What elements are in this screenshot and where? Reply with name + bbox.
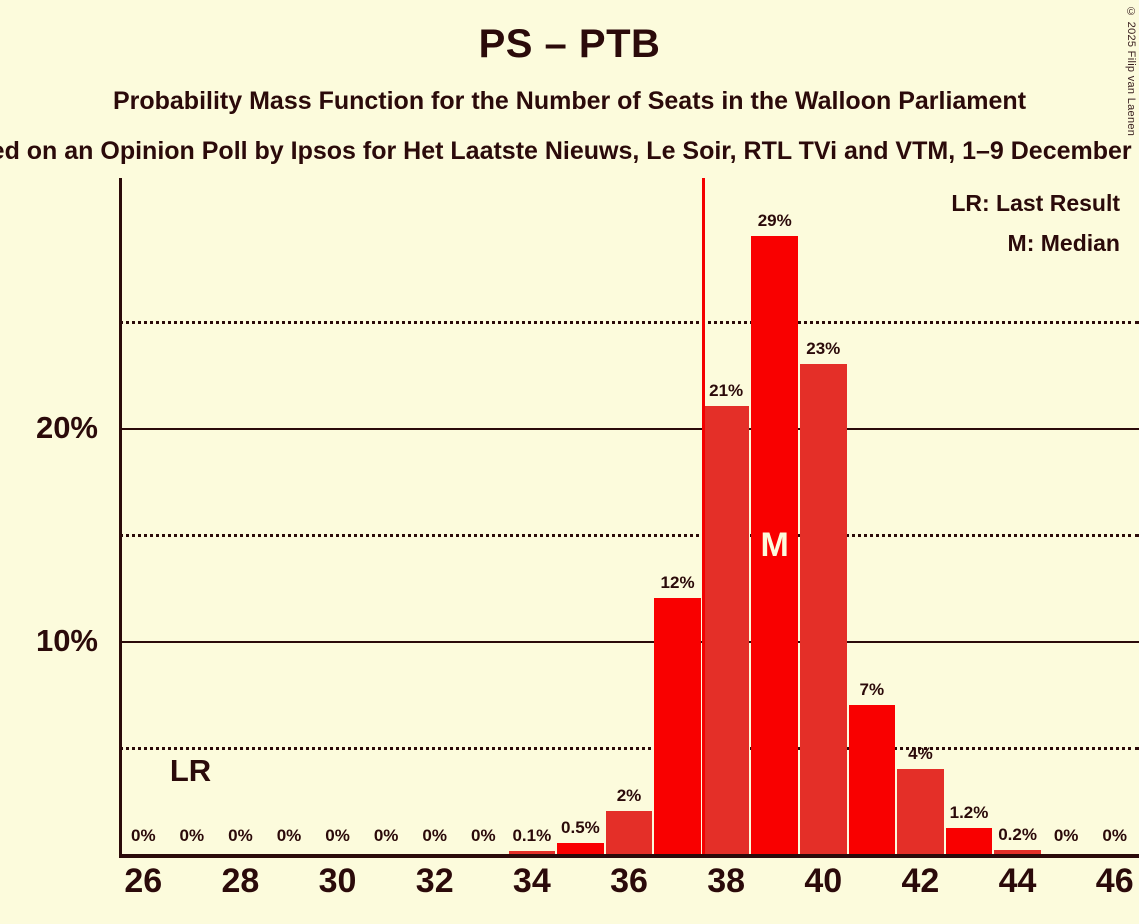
x-tick-label: 32 [415,862,454,900]
bar-seat-38 [702,406,750,854]
plot-area: 0% 0% 0% 0% 0% 0% 0% 0% 0.1% 0.5% 2% 12% 21% 29% 23% 7%… [119,178,1139,858]
bar-seat-44 [994,849,1041,854]
bar-value-label-seat-33: 0% [470,826,496,845]
y-axis-labels: 20% 10% [0,178,110,854]
gridline-15pct [119,534,1139,538]
bar-value-label-seat-29: 0% [276,826,302,845]
copyright-notice: © 2025 Filip van Laenen [1125,6,1137,137]
legend-item-last-result: LR: Last Result [951,190,1120,216]
bar-value-label-seat-38: 21% [709,381,744,401]
bar-value-label-seat-46: 0% [1102,826,1127,845]
x-tick-label: 34 [512,862,551,900]
gridline-25pct [119,320,1139,324]
chart-legend: LR: Last Result M: Median [951,183,1120,263]
bar-value-label-seat-31: 0% [373,826,399,845]
x-tick-label: 38 [707,862,746,900]
x-tick-label: 26 [124,862,163,900]
bar-seat-35 [557,843,604,854]
chart-subtitle-line2: Based on an Opinion Poll by Ipsos for He… [0,137,1139,165]
x-tick-label: 40 [804,862,843,900]
bar-value-label-seat-39: 29% [757,210,792,230]
legend-item-median: M: Median [1007,230,1120,256]
y-tick-label: 10% [35,622,98,658]
bar-seat-36 [605,811,653,854]
x-tick-label: 36 [610,862,648,900]
bar-value-label-seat-30: 0% [325,826,350,845]
gridline-20pct [119,427,1139,430]
gridline-5pct [119,747,1139,751]
bar-value-label-seat-42: 4% [908,743,933,763]
bar-seat-37 [654,598,701,854]
bar-value-label-seat-44: 0.2% [998,824,1037,844]
bar-value-label-seat-43: 1.2% [949,803,989,823]
bar-value-label-seat-34: 0.1% [512,826,552,845]
bar-value-label-seat-41: 7% [859,679,885,699]
bar-value-label-seat-40: 23% [806,338,841,358]
x-tick-label: 46 [1095,862,1134,900]
chart-title: PS – PTB [478,22,661,66]
chart-subtitle-line1: Probability Mass Function for the Number… [112,87,1027,115]
bar-seat-42 [897,768,944,854]
x-tick-label: 42 [901,862,940,900]
median-label: M [760,526,789,565]
bar-value-label-seat-28: 0% [228,826,253,845]
bar-value-label-seat-26: 0% [130,826,156,845]
bar-seat-41 [848,704,896,854]
bar-seat-40 [800,363,847,854]
bar-value-label-seat-32: 0% [422,826,447,845]
x-tick-label: 30 [318,862,357,900]
bar-value-label-seat-27: 0% [179,826,205,845]
last-result-marker-line [701,178,705,854]
bar-seat-43 [945,828,993,854]
last-result-label: LR [169,753,212,788]
bar-seat-39 [751,235,798,854]
bar-seat-34 [508,851,556,854]
bar-value-label-seat-45: 0% [1053,826,1079,845]
x-axis-line [119,854,1139,858]
x-tick-label: 28 [221,862,260,900]
x-axis-labels: 26 28 30 32 34 36 38 40 42 44 46 [119,862,1139,912]
y-tick-label: 20% [35,409,98,445]
bar-value-label-seat-37: 12% [660,573,695,593]
gridline-10pct [119,640,1139,643]
bar-value-label-seat-35: 0.5% [561,818,600,838]
y-axis-line [119,178,122,854]
x-tick-label: 44 [998,862,1037,900]
bar-value-label-seat-36: 2% [616,786,642,806]
